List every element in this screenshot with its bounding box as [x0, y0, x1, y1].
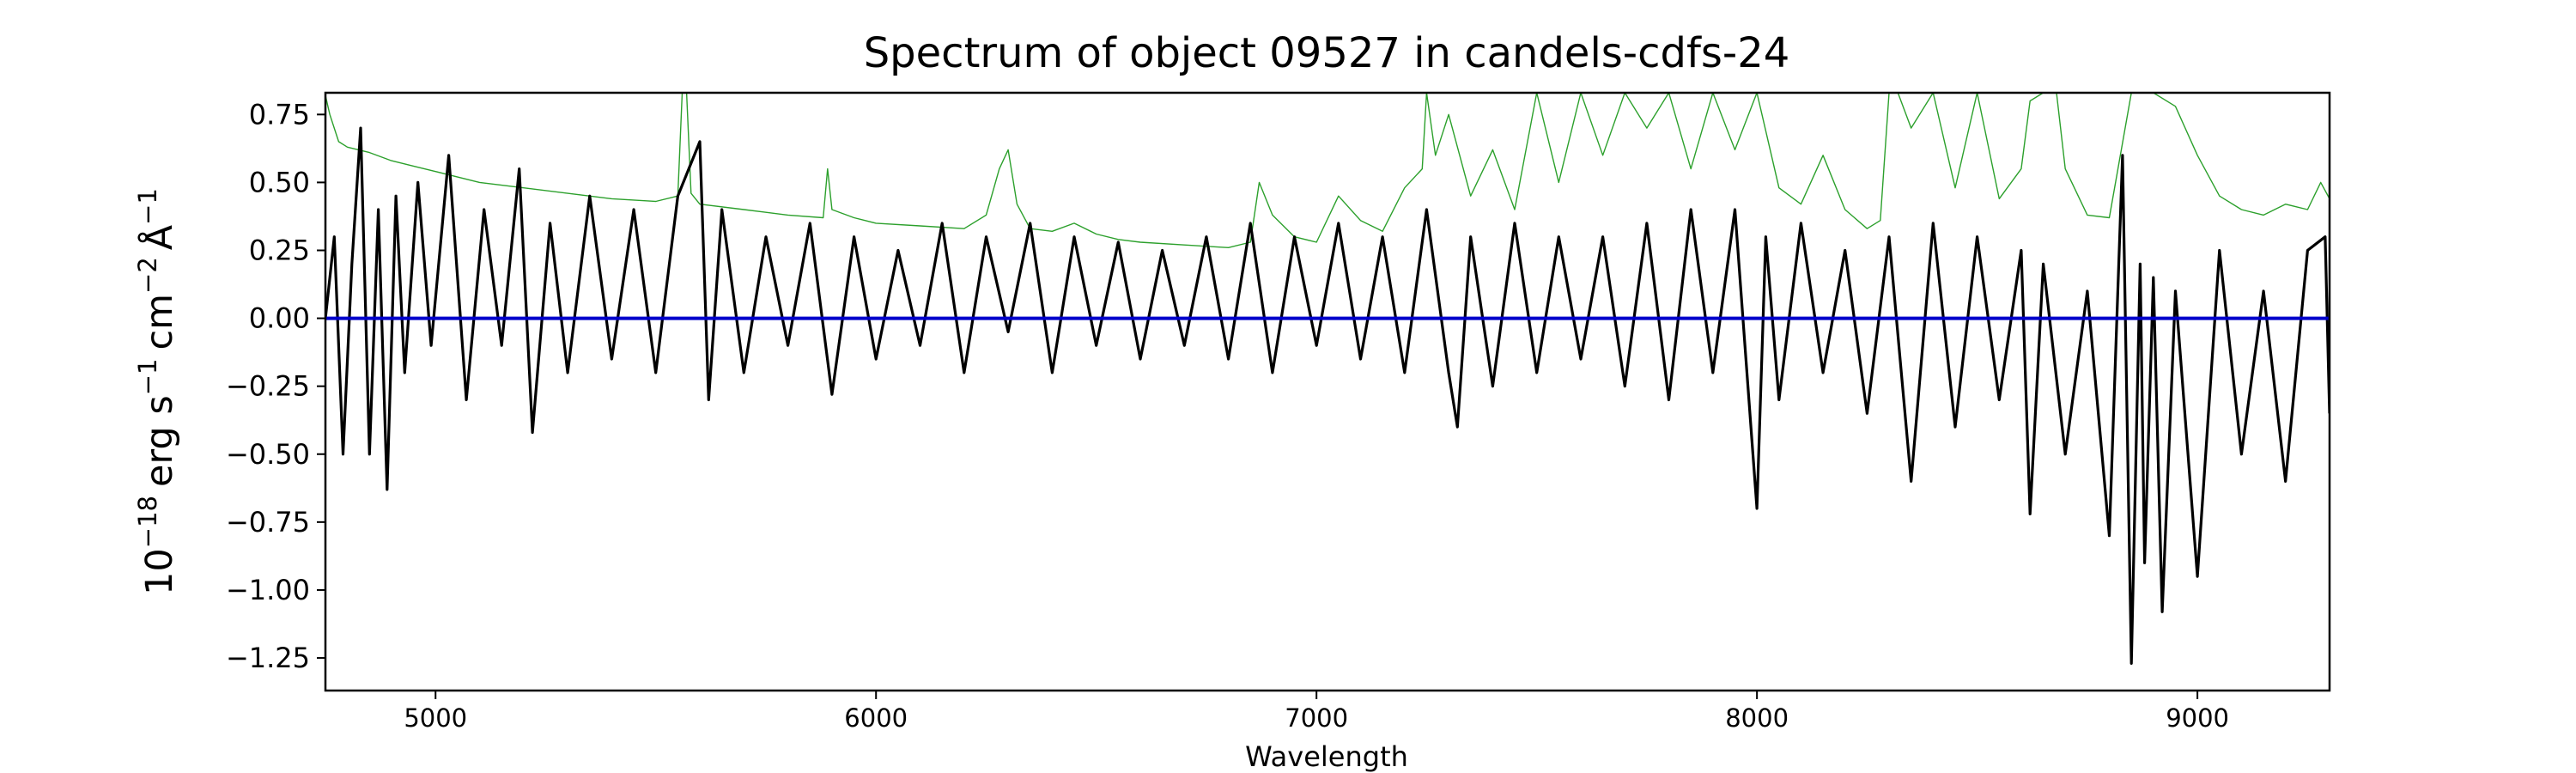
x-tick-label: 8000 — [1725, 703, 1789, 733]
y-axis-label-exp-2: −2 — [133, 257, 162, 294]
y-axis-label-base: 10 — [138, 548, 181, 595]
y-tick-label: −0.50 — [226, 438, 310, 471]
y-tick-label: 0.25 — [249, 234, 310, 266]
series-line-error — [325, 93, 2330, 248]
x-axis: 5000 6000 7000 8000 9000 — [404, 691, 2229, 733]
y-axis-label-unit-3: Å — [137, 224, 181, 250]
y-tick-label: 0.50 — [249, 166, 310, 198]
series-line-flux — [325, 126, 2330, 666]
y-tick-label: −1.25 — [226, 642, 310, 674]
y-tick-label: 0.00 — [249, 302, 310, 335]
chart-title: Spectrum of object 09527 in candels-cdfs… — [864, 29, 1790, 77]
y-axis-label-unit-1: erg s — [138, 395, 181, 487]
y-axis-label-exp: −18 — [133, 496, 162, 548]
plot-frame — [324, 91, 2331, 692]
y-tick-label: −1.00 — [226, 574, 310, 606]
y-axis-label-exp-3: −1 — [133, 188, 162, 225]
y-tick-label: 0.75 — [249, 98, 310, 131]
plot-area — [324, 91, 2331, 692]
x-tick-label: 9000 — [2166, 703, 2229, 733]
y-axis-label-exp-1: −1 — [133, 359, 162, 396]
y-tick-label: −0.75 — [226, 506, 310, 539]
series-layer — [325, 93, 2330, 666]
x-tick-label: 6000 — [844, 703, 908, 733]
y-axis: 0.75 0.50 0.25 0.00 −0.25 −0.50 −0.75 −1.00 −1.2… — [226, 98, 325, 674]
x-tick-label: 5000 — [404, 703, 467, 733]
y-axis-label: 10−18erg s−1cm−2Å−1 — [133, 188, 181, 595]
y-tick-label: −0.25 — [226, 370, 310, 403]
x-axis-label: Wavelength — [1245, 740, 1408, 773]
x-tick-label: 7000 — [1285, 703, 1348, 733]
y-axis-label-unit-2: cm — [138, 294, 181, 350]
